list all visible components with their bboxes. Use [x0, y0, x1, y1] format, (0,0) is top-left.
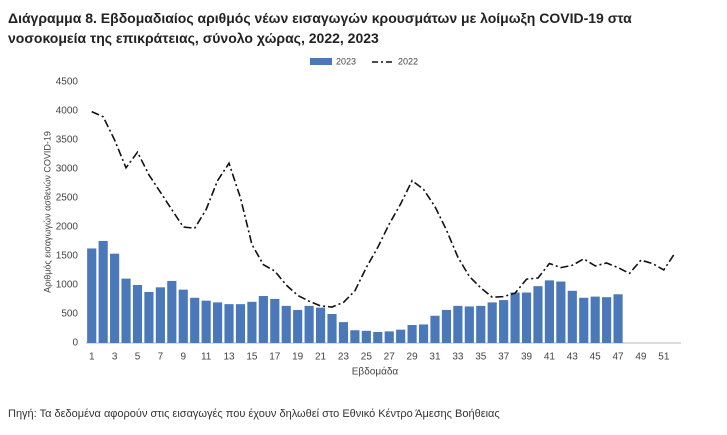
y-tick-label: 3000	[56, 164, 79, 175]
bar	[178, 289, 188, 343]
x-tick-label: 47	[613, 352, 625, 363]
x-tick-label: 49	[635, 352, 647, 363]
x-tick-label: 7	[158, 352, 164, 363]
x-tick-label: 35	[475, 352, 487, 363]
bar	[258, 296, 268, 343]
x-tick-label: 3	[112, 352, 118, 363]
y-tick-label: 3500	[56, 135, 79, 146]
bar	[201, 300, 211, 343]
bar	[247, 301, 257, 343]
x-axis-label: Εβδομάδα	[352, 366, 399, 378]
bar	[213, 302, 223, 343]
y-tick-label: 4000	[56, 106, 79, 117]
bar	[361, 330, 371, 343]
x-tick-label: 39	[521, 352, 533, 363]
x-tick-label: 11	[201, 352, 212, 363]
y-tick-label: 1000	[56, 280, 79, 291]
bar	[121, 278, 131, 343]
bar	[521, 292, 532, 343]
bar	[293, 309, 303, 343]
chart-title: Διάγραμμα 8. Εβδομαδιαίος αριθμός νέων ε…	[8, 10, 632, 46]
bar	[87, 248, 97, 343]
bar	[464, 306, 474, 343]
x-tick-label: 51	[658, 352, 670, 363]
bar	[144, 291, 154, 343]
x-tick-label: 9	[180, 352, 186, 363]
x-tick-label: 41	[544, 352, 556, 363]
bar	[487, 302, 497, 343]
bar	[533, 286, 543, 343]
y-tick-label: 2500	[56, 193, 79, 204]
bar	[510, 292, 520, 343]
bar	[544, 280, 554, 343]
bar	[418, 324, 429, 343]
bar	[567, 290, 577, 343]
bar	[453, 305, 463, 343]
bar	[499, 300, 509, 343]
source-note: Πηγή: Τα δεδομένα αφορούν στις εισαγωγές…	[8, 408, 500, 420]
y-axis-label: Αριθμός εισαγωγών ασθενών COVID-19	[42, 131, 52, 293]
y-tick-label: 0	[72, 338, 78, 349]
bar	[315, 307, 326, 343]
x-tick-label: 27	[384, 352, 396, 363]
bar	[167, 280, 177, 343]
legend-label: 2023	[336, 56, 356, 66]
bar	[110, 253, 120, 343]
x-tick-label: 29	[407, 352, 419, 363]
bar	[396, 329, 406, 343]
x-tick-label: 1	[89, 352, 95, 363]
x-tick-label: 15	[246, 352, 258, 363]
y-tick-label: 500	[61, 309, 78, 320]
x-tick-label: 17	[269, 352, 281, 363]
x-tick-label: 13	[223, 352, 235, 363]
x-tick-label: 21	[315, 352, 327, 363]
x-tick-label: 19	[292, 352, 304, 363]
bar	[155, 287, 165, 343]
bar	[338, 322, 349, 343]
y-tick-label: 2000	[56, 222, 79, 233]
legend-label: 2022	[398, 56, 418, 66]
x-tick-label: 25	[361, 352, 373, 363]
x-tick-label: 33	[452, 352, 464, 363]
bar	[235, 304, 246, 343]
x-tick-label: 45	[590, 352, 602, 363]
bar	[281, 305, 291, 343]
bar	[556, 281, 566, 343]
y-tick-label: 4500	[56, 77, 79, 88]
bar	[98, 240, 108, 343]
x-tick-label: 37	[498, 352, 510, 363]
bar	[590, 296, 600, 343]
chart: Εβδομάδα Αριθμός εισαγωγών ασθενών COVID…	[42, 56, 681, 378]
bar	[373, 331, 383, 343]
y-tick-label: 1500	[56, 251, 79, 262]
bar	[441, 309, 452, 343]
bar	[304, 305, 314, 343]
bar	[132, 285, 143, 343]
x-tick-label: 31	[429, 352, 441, 363]
x-tick-label: 43	[567, 352, 579, 363]
x-tick-label: 5	[135, 352, 141, 363]
bar	[613, 294, 623, 343]
bar	[407, 325, 417, 343]
bar	[224, 304, 234, 343]
bar	[384, 331, 394, 343]
line	[91, 110, 676, 308]
bar	[327, 314, 337, 343]
bar	[476, 305, 486, 343]
bar	[579, 297, 589, 343]
bar	[350, 330, 360, 343]
x-tick-label: 23	[338, 352, 350, 363]
bar	[190, 297, 200, 343]
bar	[430, 315, 440, 343]
bar	[602, 297, 612, 343]
bar	[270, 298, 280, 343]
legend-swatch	[310, 58, 332, 65]
